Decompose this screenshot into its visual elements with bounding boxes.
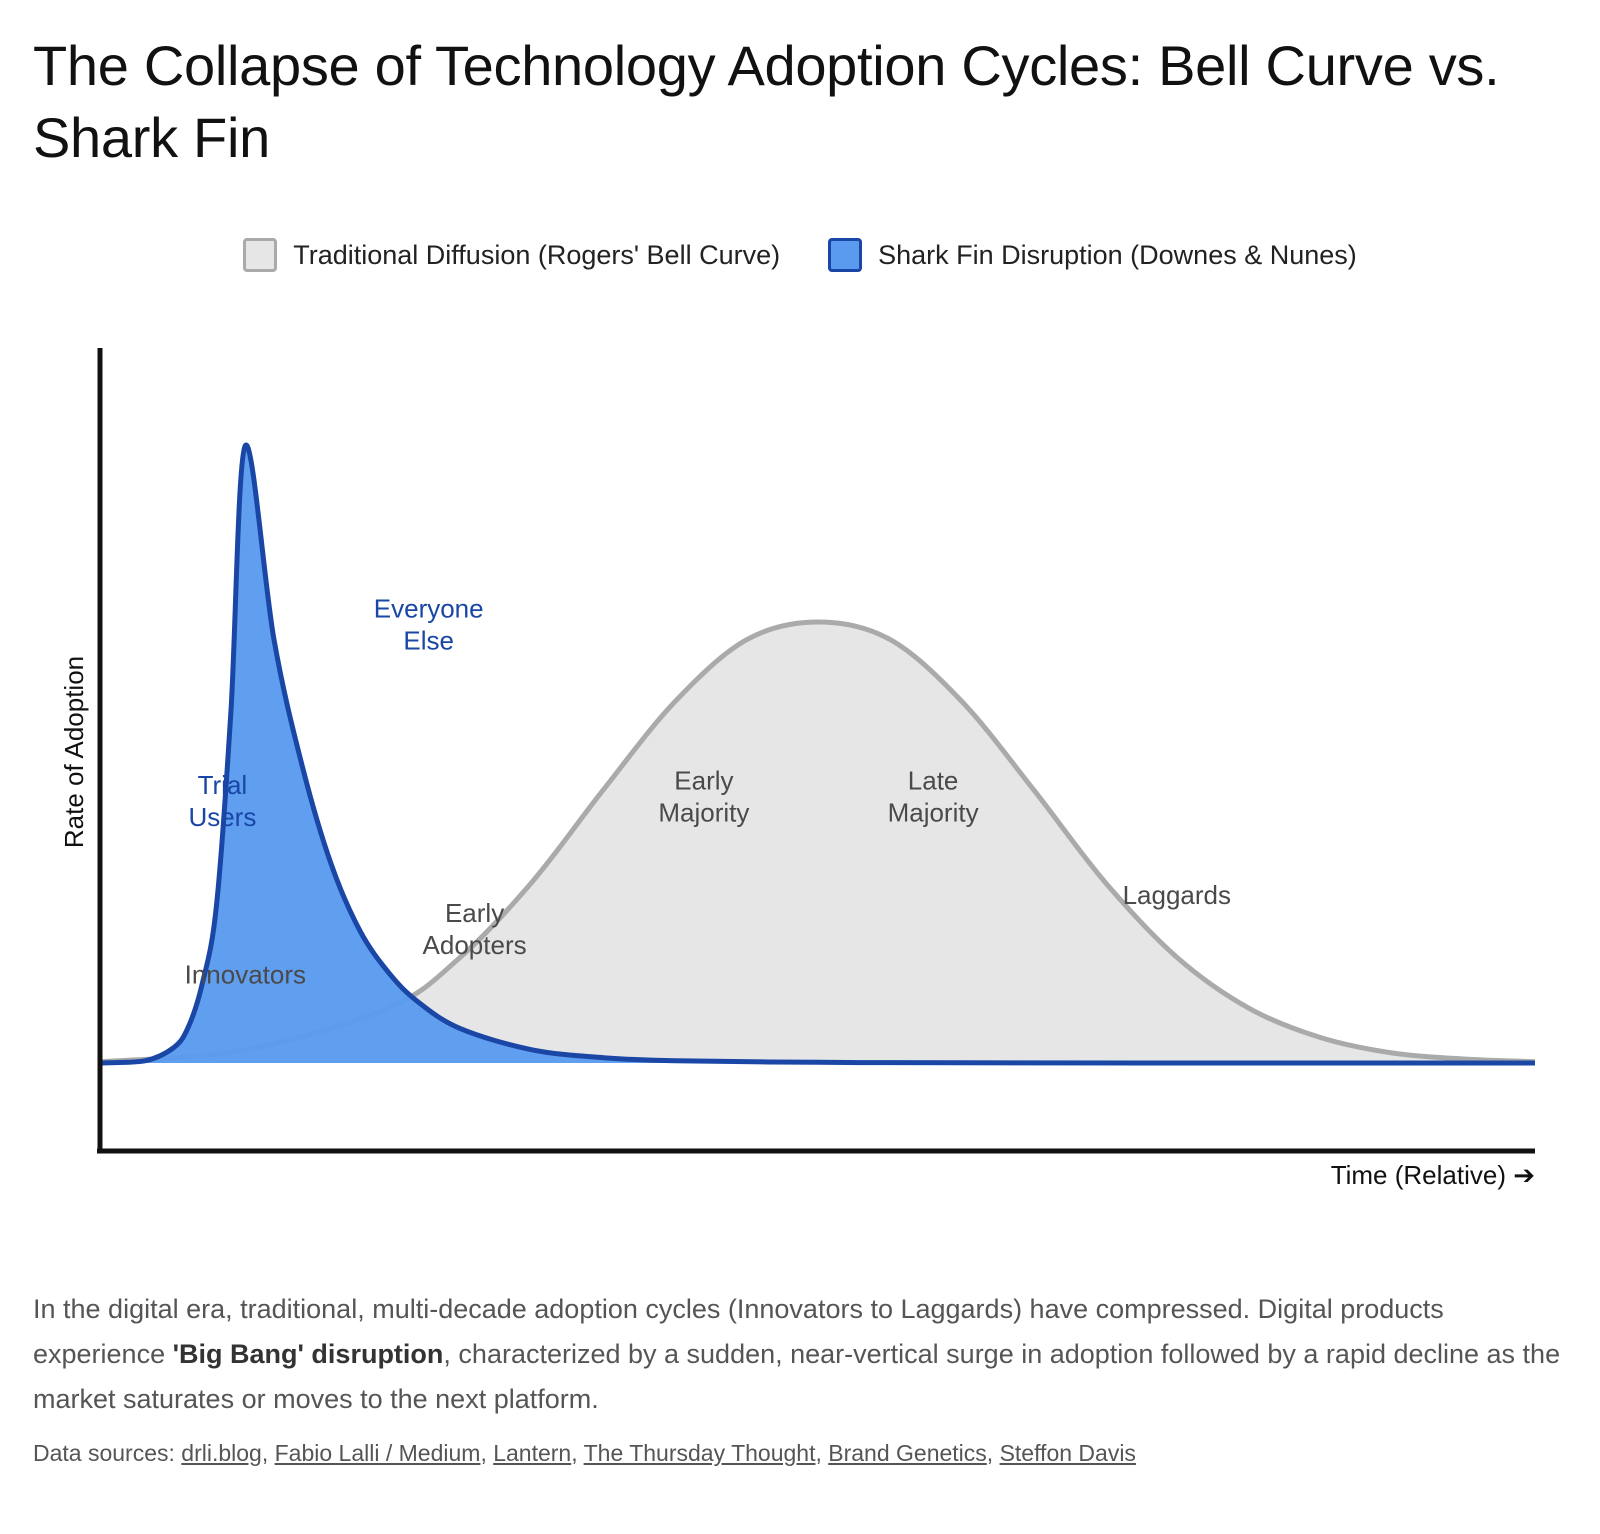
annotation-line: Majority [658,798,749,828]
data-sources: Data sources: drli.blog, Fabio Lalli / M… [33,1440,1136,1466]
annotation-innovators: Innovators [185,960,306,990]
annotation-line: Innovators [185,960,306,990]
legend-label-bell-curve: Traditional Diffusion (Rogers' Bell Curv… [293,239,781,270]
legend-swatch-bell-curve [243,238,278,272]
annotation-line: Everyone [374,594,484,624]
annotation-line: Else [403,626,454,656]
annotation-line: Laggards [1123,880,1231,910]
page-title: The Collapse of Technology Adoption Cycl… [33,34,1500,169]
annotation-late-majority: Late Majority [888,766,979,828]
annotation-early-majority: Early Majority [658,766,749,828]
x-axis-label: Time (Relative) ➔ [1331,1160,1535,1190]
sources-prefix: Data sources: [33,1440,182,1466]
source-link-brand-genetics[interactable]: Brand Genetics [828,1440,987,1466]
annotation-line: Majority [888,798,979,828]
source-link-drli[interactable]: drli.blog [181,1440,262,1466]
annotation-everyone-else: Everyone Else [374,594,484,656]
y-axis-label: Rate of Adoption [59,656,89,848]
annotation-line: Early [445,898,504,928]
annotation-early-adopters: Early Adopters [423,898,527,960]
source-link-steffon-davis[interactable]: Steffon Davis [999,1440,1136,1466]
chart-areas [101,442,1536,1066]
legend-item-bell-curve[interactable]: Traditional Diffusion (Rogers' Bell Curv… [243,238,780,272]
line-shark-fin [101,442,1535,1066]
source-link-thursday-thought[interactable]: The Thursday Thought [583,1440,816,1466]
source-link-fabio-lalli[interactable]: Fabio Lalli / Medium [274,1440,481,1466]
area-shark-fin [102,444,1535,1063]
chart-description: In the digital era, traditional, multi-d… [33,1287,1573,1422]
description-bold: 'Big Bang' disruption [172,1339,444,1369]
area-bell-curve [102,622,1535,1063]
legend-label-shark-fin: Shark Fin Disruption (Downes & Nunes) [878,239,1357,270]
legend-item-shark-fin[interactable]: Shark Fin Disruption (Downes & Nunes) [828,238,1357,272]
annotation-laggards: Laggards [1123,880,1231,910]
source-link-lantern[interactable]: Lantern [493,1440,572,1466]
line-bell-curve [101,619,1536,1065]
chart-legend: Traditional Diffusion (Rogers' Bell Curv… [0,238,1600,272]
legend-swatch-shark-fin [828,238,863,272]
annotation-line: Trial [198,770,248,800]
annotation-line: Late [908,766,959,796]
annotation-line: Adopters [423,930,527,960]
description-text-2: , characterized by a sudden, near-vertic… [33,1339,1561,1414]
annotation-trial-users: Trial Users [188,770,256,832]
annotation-line: Users [188,802,256,832]
description-text-1: In the digital era, traditional, multi-d… [33,1294,1444,1369]
annotation-line: Early [674,766,733,796]
